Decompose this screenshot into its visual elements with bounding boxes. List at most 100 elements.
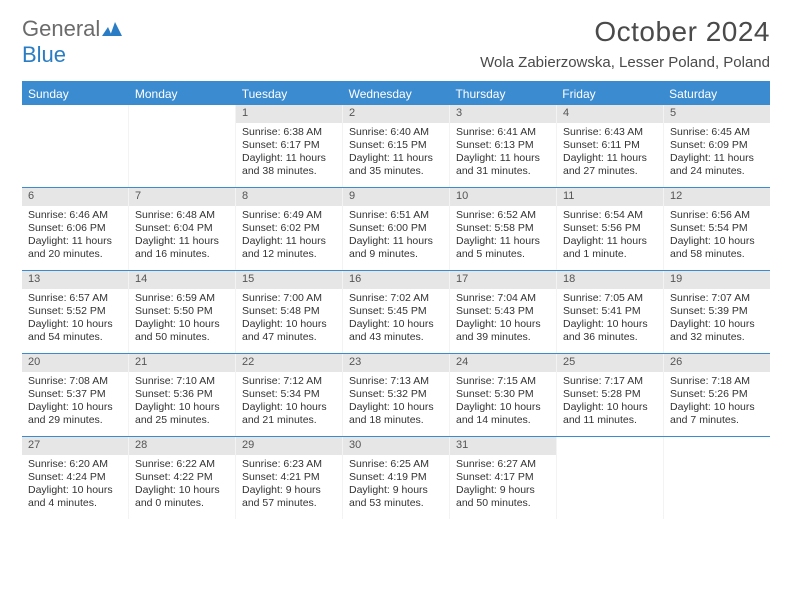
daylight-line: Daylight: 10 hours and 36 minutes. (563, 318, 657, 344)
sunset-line: Sunset: 5:50 PM (135, 305, 229, 318)
week-row: ....1Sunrise: 6:38 AMSunset: 6:17 PMDayl… (22, 105, 770, 187)
day-body: Sunrise: 7:00 AMSunset: 5:48 PMDaylight:… (236, 289, 342, 350)
sunset-line: Sunset: 5:32 PM (349, 388, 443, 401)
day-cell: 12Sunrise: 6:56 AMSunset: 5:54 PMDayligh… (664, 188, 770, 270)
sunrise-line: Sunrise: 7:12 AM (242, 375, 336, 388)
sunrise-line: Sunrise: 7:04 AM (456, 292, 550, 305)
daylight-line: Daylight: 10 hours and 0 minutes. (135, 484, 229, 510)
dow-cell: Monday (129, 83, 236, 105)
day-cell: 2Sunrise: 6:40 AMSunset: 6:15 PMDaylight… (343, 105, 450, 187)
daylight-line: Daylight: 11 hours and 20 minutes. (28, 235, 122, 261)
week-row: 6Sunrise: 6:46 AMSunset: 6:06 PMDaylight… (22, 187, 770, 270)
sunrise-line: Sunrise: 7:17 AM (563, 375, 657, 388)
day-cell: 9Sunrise: 6:51 AMSunset: 6:00 PMDaylight… (343, 188, 450, 270)
sunset-line: Sunset: 6:11 PM (563, 139, 657, 152)
day-body: Sunrise: 7:02 AMSunset: 5:45 PMDaylight:… (343, 289, 449, 350)
daylight-line: Daylight: 11 hours and 27 minutes. (563, 152, 657, 178)
sunset-line: Sunset: 5:39 PM (670, 305, 764, 318)
day-cell: 21Sunrise: 7:10 AMSunset: 5:36 PMDayligh… (129, 354, 236, 436)
daylight-line: Daylight: 10 hours and 21 minutes. (242, 401, 336, 427)
daylight-line: Daylight: 10 hours and 47 minutes. (242, 318, 336, 344)
daylight-line: Daylight: 9 hours and 53 minutes. (349, 484, 443, 510)
sunrise-line: Sunrise: 6:54 AM (563, 209, 657, 222)
sunrise-line: Sunrise: 7:10 AM (135, 375, 229, 388)
day-cell: .. (22, 105, 129, 187)
day-cell: 26Sunrise: 7:18 AMSunset: 5:26 PMDayligh… (664, 354, 770, 436)
logo-general: General (22, 16, 100, 41)
dow-cell: Wednesday (343, 83, 450, 105)
page: General Blue October 2024 Wola Zabierzow… (0, 0, 792, 535)
sunset-line: Sunset: 6:15 PM (349, 139, 443, 152)
day-body: Sunrise: 6:45 AMSunset: 6:09 PMDaylight:… (664, 123, 770, 184)
dow-cell: Friday (556, 83, 663, 105)
dow-cell: Sunday (22, 83, 129, 105)
sunrise-line: Sunrise: 7:18 AM (670, 375, 764, 388)
daylight-line: Daylight: 10 hours and 43 minutes. (349, 318, 443, 344)
day-number: 24 (450, 354, 556, 372)
day-body: Sunrise: 6:43 AMSunset: 6:11 PMDaylight:… (557, 123, 663, 184)
day-body: Sunrise: 6:46 AMSunset: 6:06 PMDaylight:… (22, 206, 128, 267)
day-cell: 10Sunrise: 6:52 AMSunset: 5:58 PMDayligh… (450, 188, 557, 270)
day-body: Sunrise: 6:41 AMSunset: 6:13 PMDaylight:… (450, 123, 556, 184)
day-cell: 30Sunrise: 6:25 AMSunset: 4:19 PMDayligh… (343, 437, 450, 519)
day-number: 31 (450, 437, 556, 455)
day-number: 2 (343, 105, 449, 123)
day-cell: 27Sunrise: 6:20 AMSunset: 4:24 PMDayligh… (22, 437, 129, 519)
day-cell: 5Sunrise: 6:45 AMSunset: 6:09 PMDaylight… (664, 105, 770, 187)
sunset-line: Sunset: 6:13 PM (456, 139, 550, 152)
sunset-line: Sunset: 6:02 PM (242, 222, 336, 235)
sunrise-line: Sunrise: 6:43 AM (563, 126, 657, 139)
day-number: 16 (343, 271, 449, 289)
day-number: 27 (22, 437, 128, 455)
day-cell: 17Sunrise: 7:04 AMSunset: 5:43 PMDayligh… (450, 271, 557, 353)
sunset-line: Sunset: 6:09 PM (670, 139, 764, 152)
day-number: 21 (129, 354, 235, 372)
day-number: 6 (22, 188, 128, 206)
sunset-line: Sunset: 5:54 PM (670, 222, 764, 235)
day-number: 18 (557, 271, 663, 289)
daylight-line: Daylight: 10 hours and 54 minutes. (28, 318, 122, 344)
daylight-line: Daylight: 10 hours and 25 minutes. (135, 401, 229, 427)
day-cell: 24Sunrise: 7:15 AMSunset: 5:30 PMDayligh… (450, 354, 557, 436)
sunrise-line: Sunrise: 6:57 AM (28, 292, 122, 305)
daylight-line: Daylight: 10 hours and 7 minutes. (670, 401, 764, 427)
daylight-line: Daylight: 10 hours and 39 minutes. (456, 318, 550, 344)
day-cell: .. (129, 105, 236, 187)
sunset-line: Sunset: 5:58 PM (456, 222, 550, 235)
sunrise-line: Sunrise: 6:56 AM (670, 209, 764, 222)
day-number: 28 (129, 437, 235, 455)
week-row: 27Sunrise: 6:20 AMSunset: 4:24 PMDayligh… (22, 436, 770, 519)
day-number: 5 (664, 105, 770, 123)
sunrise-line: Sunrise: 7:07 AM (670, 292, 764, 305)
day-number: 3 (450, 105, 556, 123)
daylight-line: Daylight: 10 hours and 50 minutes. (135, 318, 229, 344)
day-cell: 7Sunrise: 6:48 AMSunset: 6:04 PMDaylight… (129, 188, 236, 270)
sunset-line: Sunset: 5:28 PM (563, 388, 657, 401)
day-body: Sunrise: 6:27 AMSunset: 4:17 PMDaylight:… (450, 455, 556, 516)
day-cell: 18Sunrise: 7:05 AMSunset: 5:41 PMDayligh… (557, 271, 664, 353)
sunset-line: Sunset: 5:52 PM (28, 305, 122, 318)
dow-cell: Saturday (663, 83, 770, 105)
calendar: SundayMondayTuesdayWednesdayThursdayFrid… (22, 81, 770, 519)
sunrise-line: Sunrise: 6:48 AM (135, 209, 229, 222)
day-number: 26 (664, 354, 770, 372)
logo: General Blue (22, 16, 123, 68)
sunrise-line: Sunrise: 7:05 AM (563, 292, 657, 305)
days-of-week-row: SundayMondayTuesdayWednesdayThursdayFrid… (22, 83, 770, 105)
sunrise-line: Sunrise: 7:02 AM (349, 292, 443, 305)
sunset-line: Sunset: 4:21 PM (242, 471, 336, 484)
sunset-line: Sunset: 4:24 PM (28, 471, 122, 484)
day-body: Sunrise: 6:25 AMSunset: 4:19 PMDaylight:… (343, 455, 449, 516)
daylight-line: Daylight: 11 hours and 9 minutes. (349, 235, 443, 261)
day-number: 25 (557, 354, 663, 372)
daylight-line: Daylight: 11 hours and 24 minutes. (670, 152, 764, 178)
day-cell: 23Sunrise: 7:13 AMSunset: 5:32 PMDayligh… (343, 354, 450, 436)
sunset-line: Sunset: 5:34 PM (242, 388, 336, 401)
day-number: 7 (129, 188, 235, 206)
day-body: Sunrise: 6:38 AMSunset: 6:17 PMDaylight:… (236, 123, 342, 184)
day-number: 30 (343, 437, 449, 455)
day-cell: 25Sunrise: 7:17 AMSunset: 5:28 PMDayligh… (557, 354, 664, 436)
day-cell: 1Sunrise: 6:38 AMSunset: 6:17 PMDaylight… (236, 105, 343, 187)
day-number: 15 (236, 271, 342, 289)
day-number: 14 (129, 271, 235, 289)
